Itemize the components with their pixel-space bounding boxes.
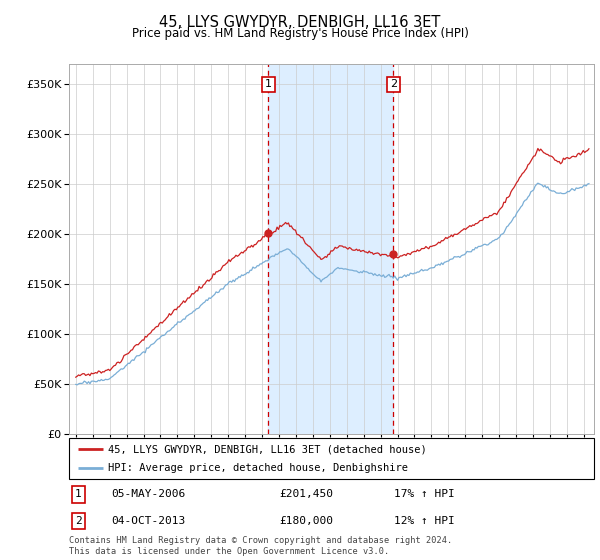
Text: Price paid vs. HM Land Registry's House Price Index (HPI): Price paid vs. HM Land Registry's House … (131, 27, 469, 40)
Text: £201,450: £201,450 (279, 489, 333, 500)
Text: 2: 2 (390, 80, 397, 90)
Text: 2: 2 (75, 516, 82, 526)
Text: 17% ↑ HPI: 17% ↑ HPI (395, 489, 455, 500)
Bar (268, 64, 394, 434)
Text: 12% ↑ HPI: 12% ↑ HPI (395, 516, 455, 526)
Text: £180,000: £180,000 (279, 516, 333, 526)
Text: HPI: Average price, detached house, Denbighshire: HPI: Average price, detached house, Denb… (109, 463, 409, 473)
Text: Contains HM Land Registry data © Crown copyright and database right 2024.
This d: Contains HM Land Registry data © Crown c… (69, 536, 452, 556)
Text: 04-OCT-2013: 04-OCT-2013 (111, 516, 185, 526)
Text: 1: 1 (75, 489, 82, 500)
Text: 45, LLYS GWYDYR, DENBIGH, LL16 3ET (detached house): 45, LLYS GWYDYR, DENBIGH, LL16 3ET (deta… (109, 445, 427, 454)
Text: 1: 1 (265, 80, 272, 90)
Text: 45, LLYS GWYDYR, DENBIGH, LL16 3ET: 45, LLYS GWYDYR, DENBIGH, LL16 3ET (160, 15, 440, 30)
Text: 05-MAY-2006: 05-MAY-2006 (111, 489, 185, 500)
